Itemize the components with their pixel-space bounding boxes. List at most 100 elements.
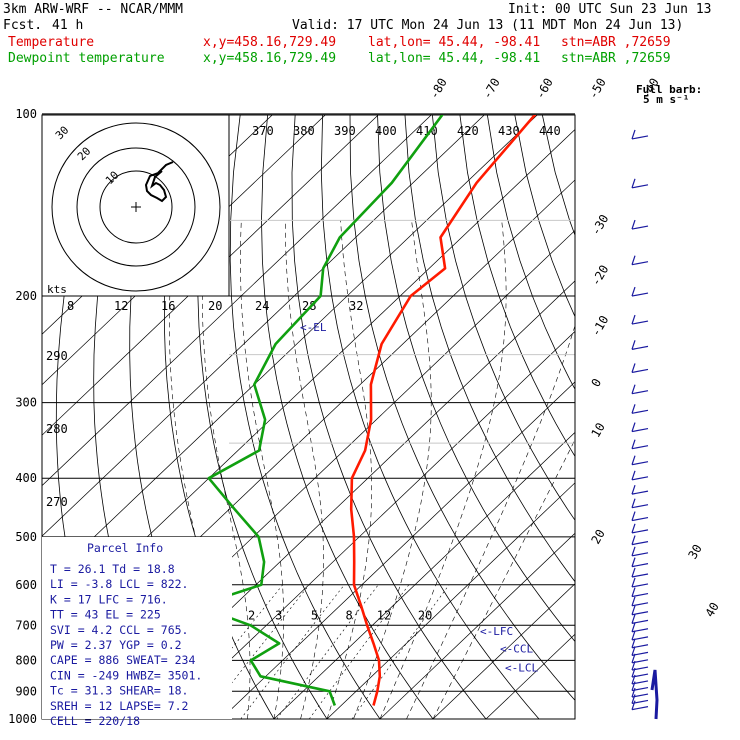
wind-barb-155 (631, 219, 649, 230)
barb-staff (631, 261, 649, 266)
isotherm-10 (273, 431, 575, 719)
dewpoint-latlon: lat,lon= 45.44, -98.41 (368, 51, 541, 66)
mixing-ratio-label-3: 3 (275, 608, 282, 622)
wind-barb-223 (631, 314, 649, 325)
wind-barb-740 (631, 630, 649, 641)
barb-staff (631, 390, 649, 395)
barb-flag (631, 255, 636, 265)
hodograph-tick-32: 32 (349, 299, 363, 313)
isotherm-label-10: 10 (588, 420, 607, 440)
moist-adiabat-grid (169, 220, 575, 719)
barb-flag (631, 630, 636, 641)
wind-barb-628 (631, 587, 649, 598)
barb-flag (631, 653, 636, 663)
dewpoint-line (195, 115, 444, 706)
parcel-row-9: SREH = 12 LAPSE= 7.2 (50, 699, 188, 713)
hodograph-origin (131, 202, 141, 212)
barb-staff (631, 529, 649, 534)
isotherm-label--80: -80 (427, 76, 450, 102)
isotherm--90 (42, 115, 379, 436)
barb-flag (631, 340, 636, 350)
barb-staff (631, 445, 649, 450)
barb-flag (631, 439, 636, 449)
pressure-label-600: 600 (15, 578, 37, 592)
parcel-row-4: SVI = 4.2 CCL = 765. (50, 623, 188, 637)
mixing-ratio-label-2: 2 (248, 608, 255, 622)
isotherm-40 (432, 583, 575, 719)
moist-adiabat-30 (379, 220, 507, 719)
barb-flag (631, 596, 636, 606)
barb-flag (631, 470, 636, 481)
parcel-row-7: CIN = -249 HWBZ= 3501. (50, 668, 202, 682)
barb-staff (631, 592, 649, 598)
barb-staff (631, 706, 649, 711)
forecast-hour: 41 h (52, 18, 84, 33)
parcel-info-title: Parcel Info (87, 541, 163, 555)
parcel-row-3: TT = 43 EL = 225 (50, 608, 161, 622)
barb-flag (631, 404, 636, 414)
barb-flag (631, 646, 636, 656)
barb-staff (631, 583, 649, 588)
barb-staff (631, 225, 649, 230)
barb-legend-units: 5 m s⁻¹ (643, 93, 689, 106)
moist-adiabat-15 (285, 220, 324, 719)
wind-barb-470 (631, 511, 649, 522)
pressure-label-100: 100 (15, 107, 37, 121)
barb-flag (631, 546, 636, 557)
dry-adiabat-100 (432, 115, 575, 521)
wind-barb-358 (631, 439, 649, 450)
wind-barb-425 (631, 484, 649, 495)
barb-flag (631, 535, 636, 545)
init-time: Init: 00 UTC Sun 23 Jun 13 (508, 2, 712, 17)
model-title: 3km ARW-WRF -- NCAR/MMM (3, 2, 184, 17)
isotherm-label--50: -50 (586, 76, 609, 102)
wind-barb-673 (631, 605, 649, 616)
pressure-label-700: 700 (15, 618, 37, 632)
pressure-label-400: 400 (15, 471, 37, 485)
mixing-ratio-label-20: 20 (418, 608, 432, 622)
isotherm-label-20: 20 (588, 527, 607, 547)
wind-barb-583 (631, 567, 649, 578)
isotherm--80 (42, 115, 432, 487)
barb-flag (631, 178, 636, 189)
wind-barb-965 (631, 700, 649, 711)
barb-flag (631, 523, 636, 534)
sounding-markers: <-EL <-LFC <-CCL <-LCL (300, 321, 538, 674)
pressure-label-900: 900 (15, 684, 37, 698)
isotherm--60 (42, 115, 538, 588)
barb-staff (631, 490, 649, 495)
wind-barb-538 (631, 546, 649, 557)
hodograph: 10 20 30 kts (41, 114, 230, 297)
barb-staff (631, 345, 649, 350)
barb-flag (631, 557, 636, 567)
barb-staff (631, 184, 649, 189)
theta-label-400: 400 (375, 124, 397, 138)
barb-staff (631, 541, 649, 546)
dry-adiabat-70 (349, 115, 575, 701)
wind-barb-335 (631, 422, 649, 433)
dry-adiabat-140 (541, 115, 575, 237)
theta-label-440: 440 (539, 124, 561, 138)
wind-barb-560 (631, 557, 649, 568)
pressure-label-1000: 1000 (8, 712, 37, 726)
hodograph-tick-12: 12 (114, 299, 128, 313)
parcel-info-box: Parcel Info T = 26.1 Td = 18.8LI = -3.8 … (42, 537, 232, 728)
barb-staff (631, 563, 649, 568)
theta-label-280: 280 (46, 422, 68, 436)
wind-barb-515 (631, 535, 649, 546)
dry-adiabat-30 (229, 115, 381, 719)
mixing-ratio-label-12: 12 (377, 608, 391, 622)
barb-flag (631, 422, 636, 432)
barb-flag (631, 455, 636, 465)
barb-flag (631, 667, 636, 678)
pressure-labels: 100 200 300 400 500 600 700 800 900 1000 (8, 107, 37, 726)
barb-flag (631, 511, 636, 521)
pressure-label-800: 800 (15, 653, 37, 667)
dry-adiabat-120 (486, 115, 575, 391)
barb-staff (631, 428, 649, 433)
wind-barbs (631, 129, 659, 720)
barb-flag (631, 363, 636, 373)
theta-label-290: 290 (46, 349, 68, 363)
theta-label-390: 390 (334, 124, 356, 138)
